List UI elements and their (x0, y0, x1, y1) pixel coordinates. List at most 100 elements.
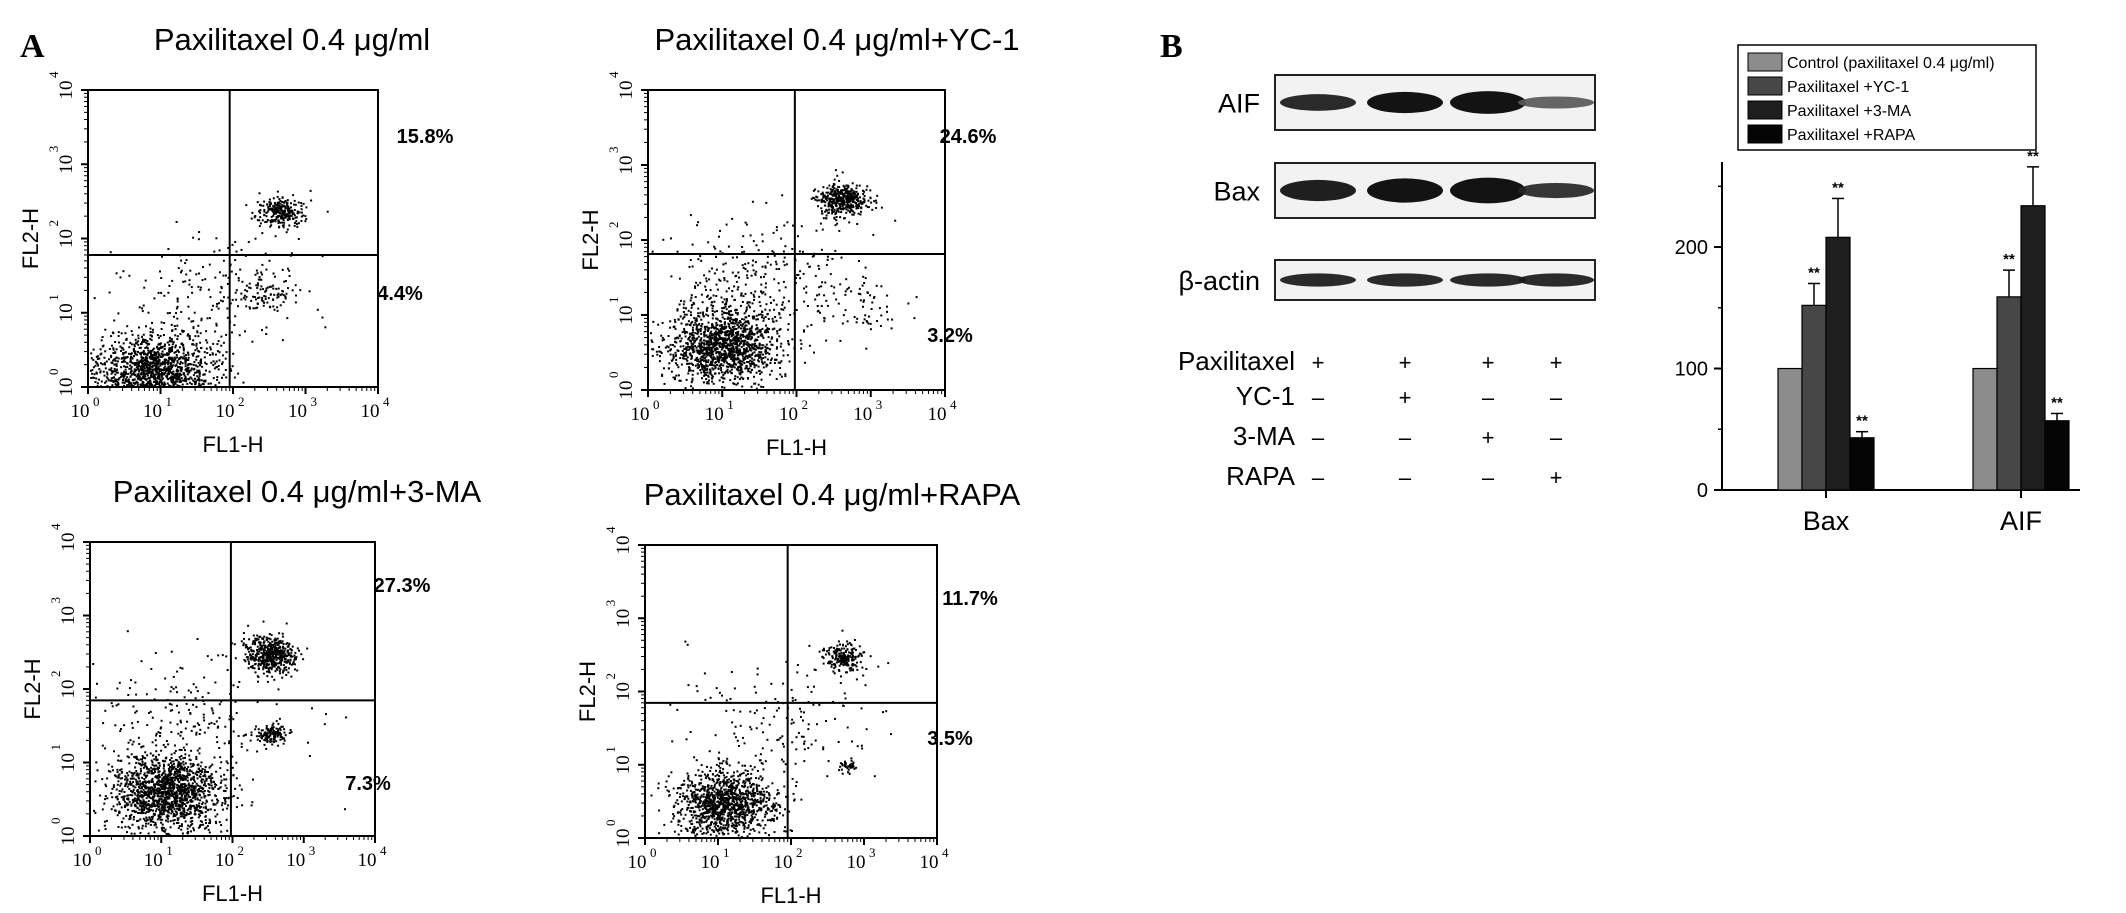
scatter-point (713, 338, 716, 341)
scatter-point (143, 778, 146, 780)
scatter-point (652, 348, 655, 351)
scatter-point (720, 324, 723, 326)
scatter-point (687, 345, 690, 348)
scatter-point (139, 832, 142, 834)
scatter-point (134, 370, 137, 373)
scatter-point (155, 759, 158, 762)
scatter-point (716, 351, 719, 353)
scatter-point (116, 803, 119, 806)
scatter-point (180, 373, 183, 376)
scatter-point (779, 361, 782, 364)
scatter-point (268, 205, 271, 207)
scatter-point (219, 291, 222, 294)
scatter-point (689, 299, 692, 302)
scatter-point (174, 770, 176, 773)
scatter-point (839, 283, 842, 286)
scatter-point (180, 269, 183, 272)
scatter-point (94, 360, 97, 363)
scatter-point (147, 311, 150, 314)
scatter-point (193, 829, 195, 832)
scatter-point (144, 786, 146, 789)
x-tick-label: 10 (361, 401, 380, 422)
scatter-point (722, 381, 725, 384)
scatter-point (751, 325, 753, 328)
scatter-point (758, 351, 761, 354)
scatter-point (123, 806, 126, 809)
scatter-point (710, 377, 713, 380)
scatter-point (177, 821, 180, 824)
scatter-point (731, 359, 734, 362)
scatter-point (752, 362, 754, 365)
scatter-point (119, 375, 122, 378)
scatter-point (285, 292, 288, 295)
scatter-point (215, 360, 218, 363)
scatter-point (151, 384, 154, 387)
scatter-point (739, 371, 742, 374)
scatter-point (708, 344, 711, 347)
scatter-point (852, 197, 855, 200)
scatter-point (193, 788, 196, 791)
scatter-point (725, 330, 728, 333)
scatter-point (211, 799, 214, 802)
scatter-point (714, 367, 717, 370)
scatter-point (674, 327, 677, 330)
scatter-point (847, 196, 850, 199)
scatter-point (710, 301, 713, 304)
scatter-point (726, 339, 729, 342)
scatter-point (726, 312, 729, 315)
scatter-point (841, 322, 844, 325)
scatter-point (707, 241, 710, 244)
scatter-point (122, 342, 125, 345)
scatter-point (711, 367, 714, 370)
scatter-point (758, 344, 761, 347)
y-tick-label: 10 (616, 156, 637, 175)
scatter-point (718, 319, 721, 322)
scatter-point (130, 753, 133, 756)
scatter-point (727, 333, 730, 336)
scatter-point (841, 171, 844, 174)
scatter-point (176, 773, 179, 776)
scatter-point (170, 812, 173, 815)
scatter-point (702, 313, 704, 316)
scatter-point (702, 315, 705, 318)
scatter-point (772, 251, 775, 254)
scatter-point (675, 341, 678, 344)
scatter-point (840, 190, 842, 193)
scatter-point (695, 326, 698, 329)
scatter-point (688, 335, 691, 338)
scatter-point (185, 378, 187, 381)
scatter-point (204, 766, 207, 768)
scatter-point (136, 377, 139, 380)
scatter-point (743, 341, 746, 344)
scatter-point (192, 804, 195, 807)
scatter-point (667, 346, 670, 349)
scatter-point (128, 382, 131, 385)
scatter-point (796, 274, 799, 276)
scatter-point (750, 337, 753, 340)
scatter-point (703, 352, 706, 355)
scatter-point (677, 374, 680, 377)
scatter-point (254, 237, 257, 240)
scatter-point (826, 194, 829, 197)
scatter-point (669, 320, 672, 323)
scatter-point (152, 362, 155, 365)
scatter-point (718, 344, 721, 347)
scatter-point (737, 286, 740, 289)
scatter-point (738, 320, 741, 322)
scatter-point (188, 338, 191, 341)
scatter-point (183, 377, 186, 380)
x-tick-label: 10 (143, 401, 162, 422)
scatter-point (749, 343, 752, 346)
scatter-point (748, 354, 751, 357)
scatter-point (269, 225, 272, 228)
scatter-point (734, 375, 737, 378)
scatter-point (199, 288, 202, 291)
scatter-point (213, 809, 216, 812)
scatter-point (174, 344, 177, 347)
scatter-point (181, 357, 184, 360)
scatter-point (762, 366, 765, 369)
scatter-point (855, 184, 858, 187)
scatter-point (134, 810, 136, 813)
scatter-point (173, 383, 176, 386)
scatter-point (875, 207, 878, 209)
